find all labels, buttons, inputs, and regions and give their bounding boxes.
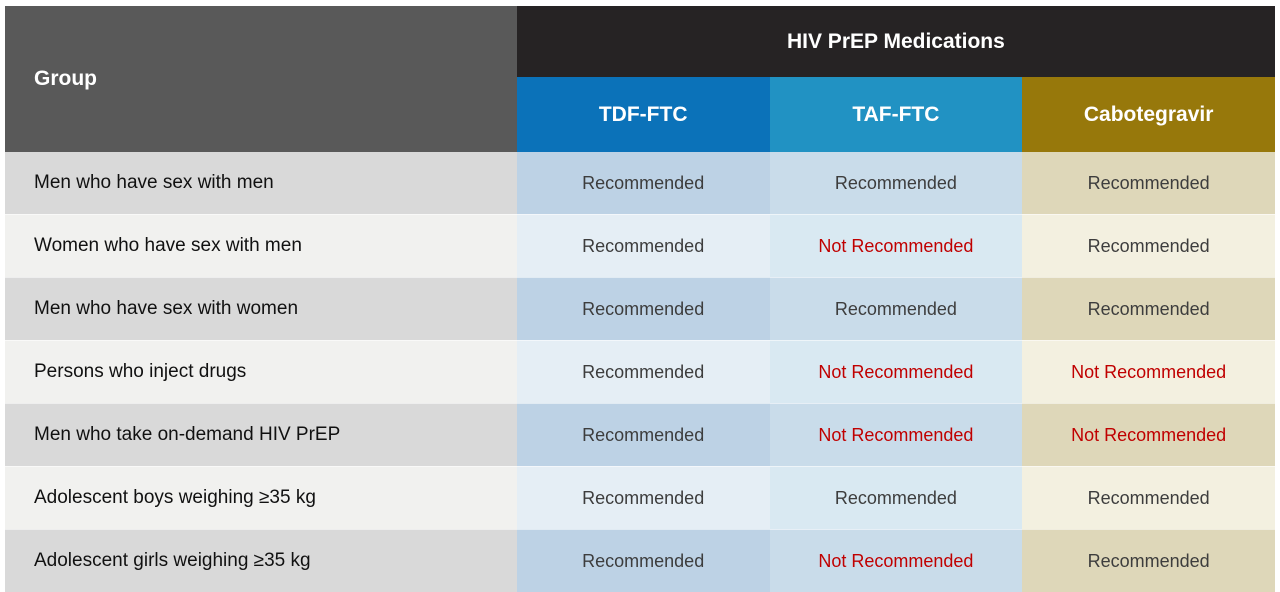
value-cell-cabo: Not Recommended — [1022, 340, 1275, 403]
group-cell: Men who have sex with women — [5, 277, 517, 340]
value-cell-taf: Not Recommended — [769, 403, 1023, 466]
column-header-cabotegravir: Cabotegravir — [1022, 77, 1275, 152]
column-header-taf-ftc: TAF-FTC — [769, 77, 1023, 152]
value-cell-cabo: Recommended — [1022, 466, 1275, 529]
value-cell-tdf: Recommended — [516, 466, 770, 529]
value-cell-taf: Recommended — [769, 466, 1023, 529]
value-cell-tdf: Recommended — [516, 214, 770, 277]
value-cell-tdf: Recommended — [516, 340, 770, 403]
group-cell: Adolescent boys weighing ≥35 kg — [5, 466, 517, 529]
value-cell-cabo: Recommended — [1022, 277, 1275, 340]
value-cell-tdf: Recommended — [516, 403, 770, 466]
group-cell: Men who have sex with men — [5, 152, 517, 214]
value-cell-taf: Not Recommended — [769, 214, 1023, 277]
page: Group HIV PrEP Medications TDF-FTC TAF-F… — [5, 6, 1275, 592]
medications-group-header: HIV PrEP Medications — [516, 6, 1275, 77]
value-cell-taf: Recommended — [769, 277, 1023, 340]
table-row: Persons who inject drugs Recommended Not… — [5, 340, 1275, 403]
value-cell-taf: Recommended — [769, 152, 1023, 214]
table-row: Adolescent girls weighing ≥35 kg Recomme… — [5, 529, 1275, 592]
value-cell-cabo: Recommended — [1022, 152, 1275, 214]
table-row: Men who take on-demand HIV PrEP Recommen… — [5, 403, 1275, 466]
group-column-header: Group — [5, 6, 517, 152]
group-cell: Women who have sex with men — [5, 214, 517, 277]
value-cell-tdf: Recommended — [516, 152, 770, 214]
value-cell-taf: Not Recommended — [769, 529, 1023, 592]
value-cell-taf: Not Recommended — [769, 340, 1023, 403]
value-cell-cabo: Recommended — [1022, 214, 1275, 277]
group-cell: Persons who inject drugs — [5, 340, 517, 403]
prep-medications-table: Group HIV PrEP Medications TDF-FTC TAF-F… — [5, 6, 1275, 592]
table-row: Men who have sex with women Recommended … — [5, 277, 1275, 340]
table-row: Men who have sex with men Recommended Re… — [5, 152, 1275, 214]
group-cell: Men who take on-demand HIV PrEP — [5, 403, 517, 466]
value-cell-cabo: Recommended — [1022, 529, 1275, 592]
header-row-medications: TDF-FTC TAF-FTC Cabotegravir — [5, 77, 1275, 152]
table-row: Women who have sex with men Recommended … — [5, 214, 1275, 277]
value-cell-tdf: Recommended — [516, 277, 770, 340]
column-header-tdf-ftc: TDF-FTC — [516, 77, 770, 152]
value-cell-cabo: Not Recommended — [1022, 403, 1275, 466]
table-row: Adolescent boys weighing ≥35 kg Recommen… — [5, 466, 1275, 529]
group-cell: Adolescent girls weighing ≥35 kg — [5, 529, 517, 592]
value-cell-tdf: Recommended — [516, 529, 770, 592]
header-row-top: Group HIV PrEP Medications — [5, 6, 1275, 152]
